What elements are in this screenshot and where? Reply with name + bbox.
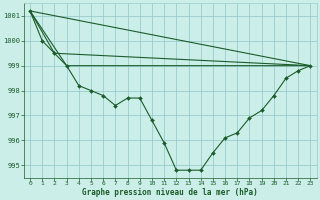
X-axis label: Graphe pression niveau de la mer (hPa): Graphe pression niveau de la mer (hPa) xyxy=(82,188,258,197)
